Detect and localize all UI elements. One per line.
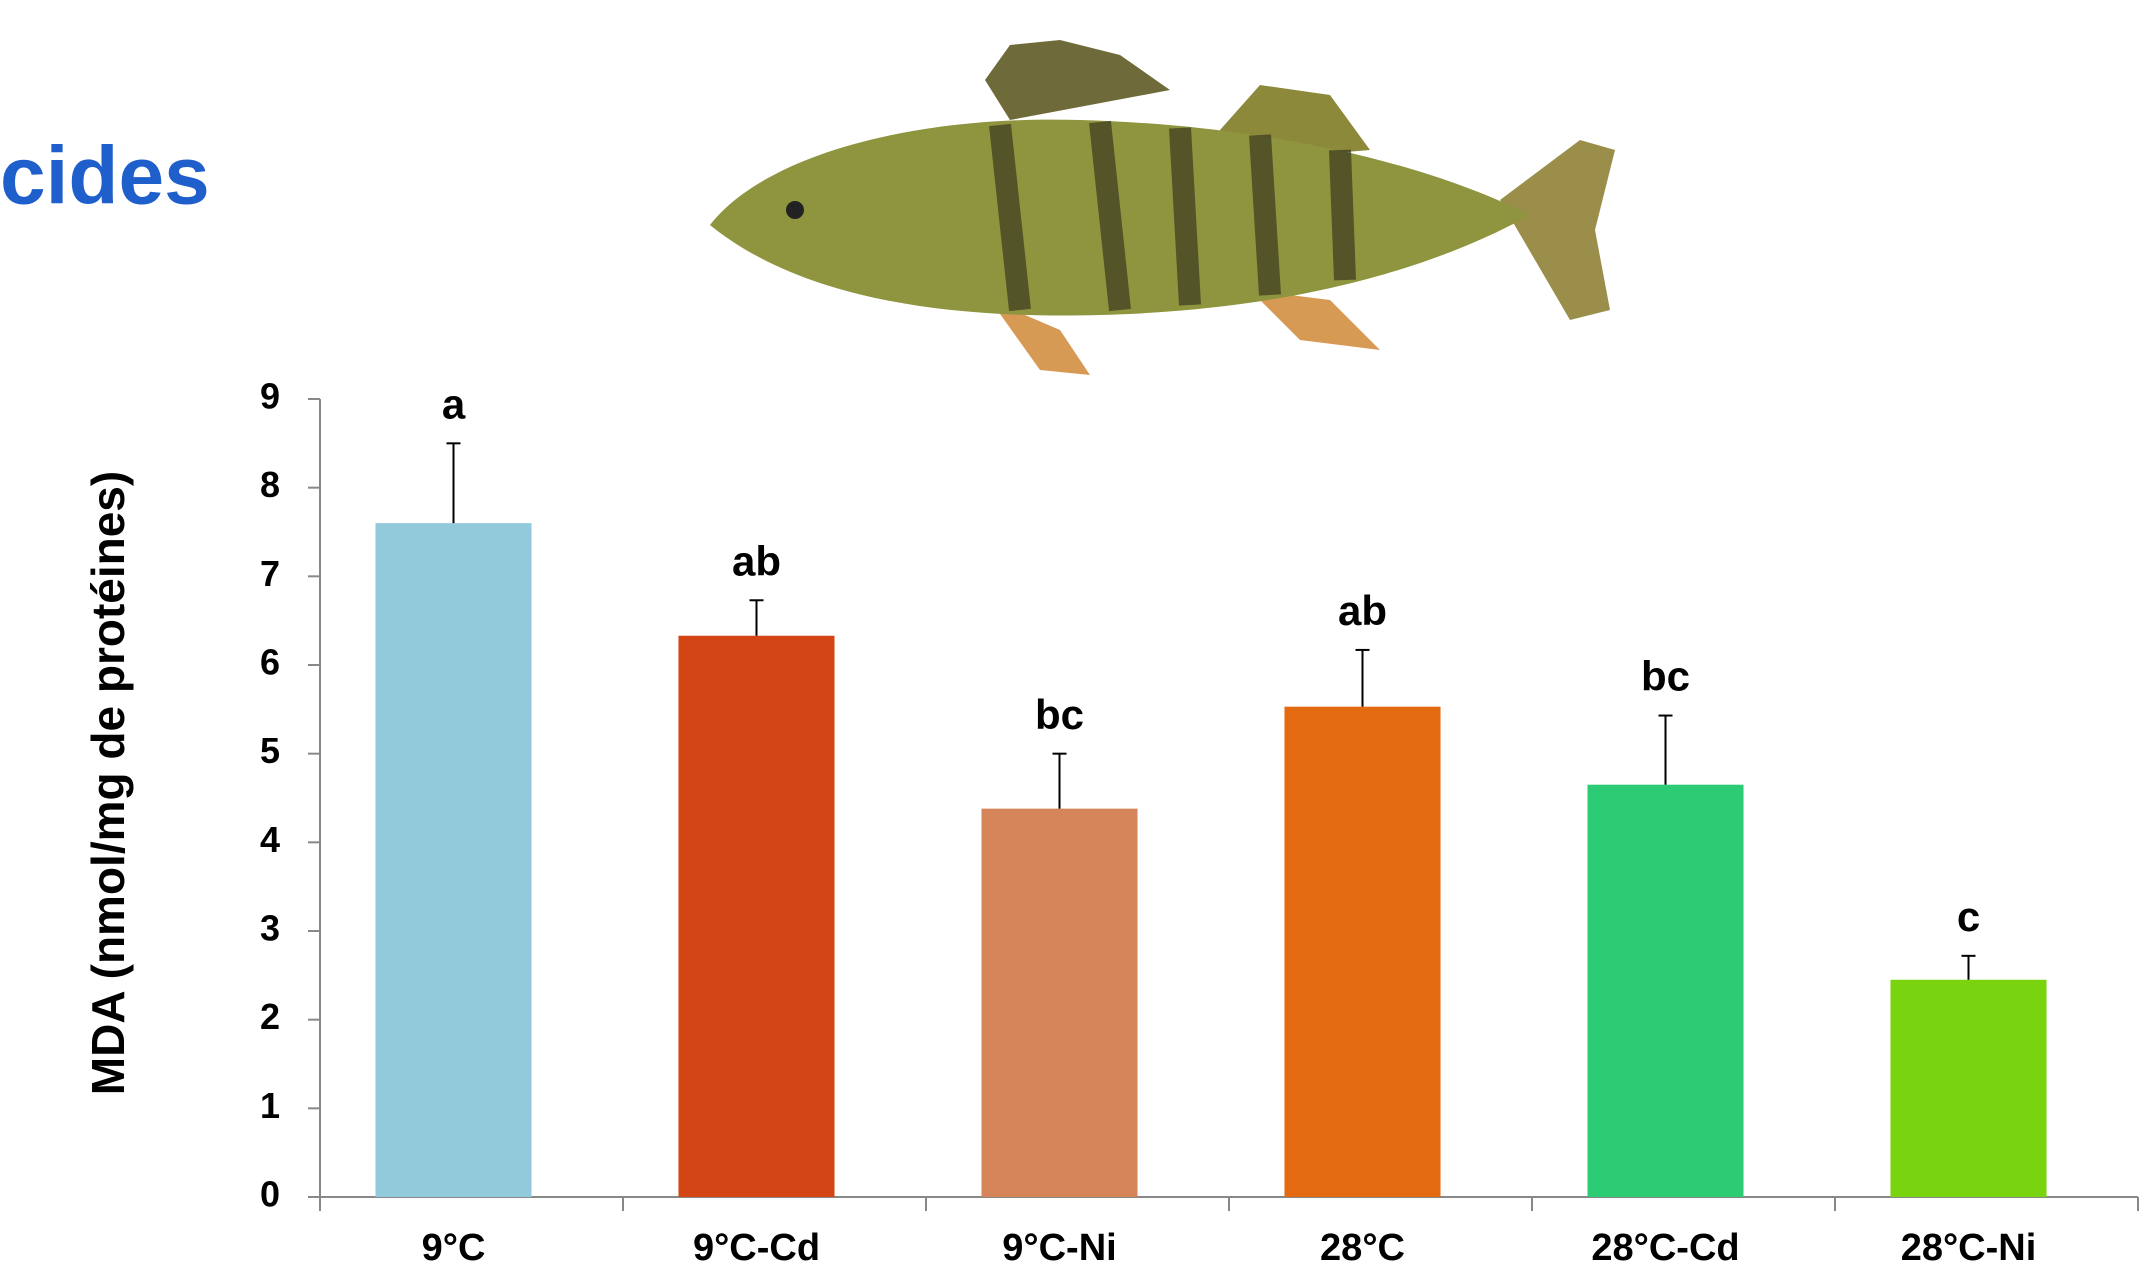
x-tick-label: 9°C xyxy=(422,1227,486,1267)
bar xyxy=(1587,785,1743,1197)
significance-letter: a xyxy=(442,380,466,427)
significance-letter: ab xyxy=(1338,587,1387,634)
significance-letter: c xyxy=(1957,893,1980,940)
page: cides MDA (nmol/mg de protéines) 0 1 2 3 4 5 6… xyxy=(0,0,2145,1267)
y-tick-label: 7 xyxy=(260,553,280,594)
y-tick-label: 8 xyxy=(260,464,280,505)
x-tick-label: 9°C-Cd xyxy=(693,1227,820,1267)
chart-title: cides xyxy=(0,131,210,222)
significance-letter: ab xyxy=(732,537,781,584)
y-tick-label: 1 xyxy=(260,1085,280,1126)
fish-illustration xyxy=(710,40,1615,375)
y-tick-label: 0 xyxy=(260,1174,280,1215)
chart: cides MDA (nmol/mg de protéines) 0 1 2 3 4 5 6… xyxy=(0,0,2145,1267)
y-axis-label: MDA (nmol/mg de protéines) xyxy=(82,471,134,1095)
bar xyxy=(981,809,1137,1197)
y-tick-label: 5 xyxy=(260,730,280,771)
bar xyxy=(678,636,834,1197)
significance-letter: bc xyxy=(1641,653,1690,700)
y-tick-label: 3 xyxy=(260,908,280,949)
y-tick-label: 9 xyxy=(260,376,280,417)
x-tick-label: 9°C-Ni xyxy=(1002,1227,1116,1267)
y-tick-label: 4 xyxy=(260,819,280,860)
x-tick-label: 28°C-Ni xyxy=(1901,1227,2037,1267)
bar xyxy=(1890,980,2046,1197)
x-tick-label: 28°C-Cd xyxy=(1591,1227,1739,1267)
bar xyxy=(1284,707,1440,1197)
y-tick-label: 2 xyxy=(260,996,280,1037)
significance-letter: bc xyxy=(1035,691,1084,738)
bar xyxy=(375,523,531,1197)
x-tick-label: 28°C xyxy=(1320,1227,1405,1267)
y-tick-label: 6 xyxy=(260,642,280,683)
fish-tail xyxy=(1500,140,1615,320)
fish-dorsal-fin xyxy=(985,40,1170,120)
fish-eye xyxy=(786,201,804,219)
